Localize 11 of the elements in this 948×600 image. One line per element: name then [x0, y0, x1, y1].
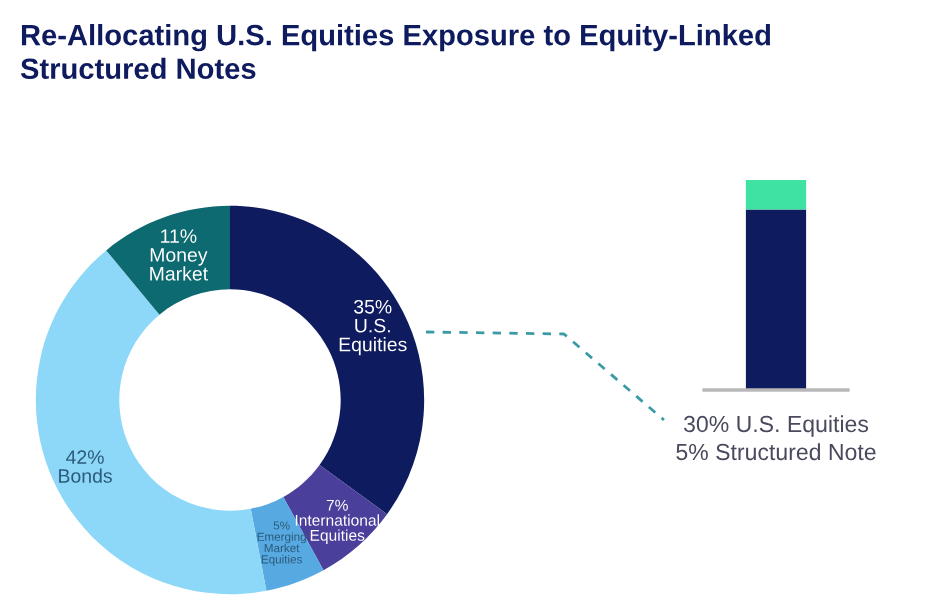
text: 5% Structured Note	[676, 443, 876, 461]
chart-title: Re-Allocating U.S. Equities Exposure to Equity-Linked Structured Notes	[20, 24, 771, 80]
donut-slice	[230, 205, 425, 515]
data-label: 42%	[66, 450, 104, 464]
slice-label: Money Market	[150, 248, 208, 281]
text: 30% U.S. Equities	[683, 415, 869, 437]
data-label: 11%	[161, 229, 197, 243]
donut-slice	[106, 205, 230, 315]
slice-label: U.S. Equities	[339, 318, 407, 356]
slice-label: Bonds	[59, 468, 112, 483]
data-label: 35%	[354, 299, 392, 314]
